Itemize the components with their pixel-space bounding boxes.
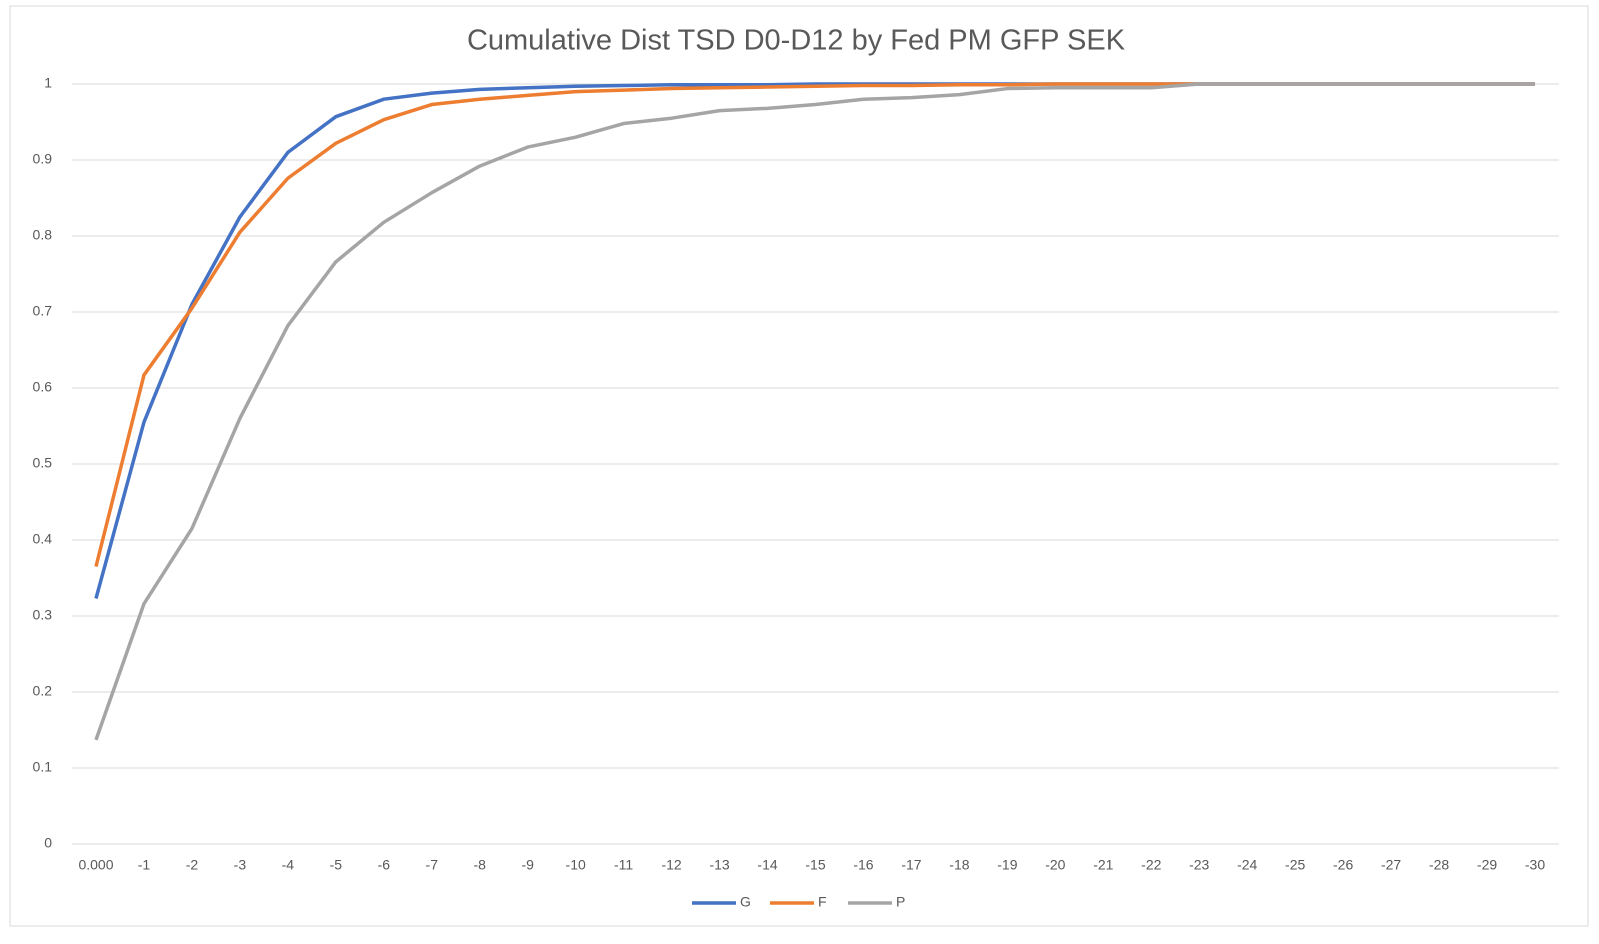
x-tick-label: -24 — [1237, 857, 1257, 873]
x-tick-label: -17 — [901, 857, 921, 873]
x-tick-label: -1 — [138, 857, 151, 873]
x-tick-label: -12 — [661, 857, 681, 873]
x-tick-label: -5 — [330, 857, 343, 873]
x-tick-label: -25 — [1285, 857, 1305, 873]
y-tick-label: 0.9 — [33, 151, 53, 167]
y-tick-label: 0.1 — [33, 759, 53, 775]
x-tick-label: -15 — [805, 857, 825, 873]
y-tick-label: 0.8 — [33, 227, 53, 243]
x-tick-label: -9 — [521, 857, 534, 873]
x-tick-label: -26 — [1333, 857, 1353, 873]
x-tick-label: -18 — [949, 857, 969, 873]
x-tick-label: -30 — [1525, 857, 1545, 873]
y-tick-label: 0.3 — [33, 607, 53, 623]
chart-border — [9, 5, 1589, 927]
x-tick-label: 0.000 — [78, 857, 113, 873]
x-tick-label: -16 — [853, 857, 873, 873]
x-tick-label: -29 — [1477, 857, 1497, 873]
x-tick-label: -27 — [1381, 857, 1401, 873]
y-tick-label: 0.2 — [33, 683, 53, 699]
x-tick-label: -20 — [1045, 857, 1065, 873]
y-tick-label: 0 — [44, 835, 52, 851]
y-tick-label: 0.6 — [33, 379, 53, 395]
x-tick-label: -14 — [757, 857, 777, 873]
x-tick-label: -3 — [234, 857, 247, 873]
legend-label: F — [818, 894, 827, 910]
series-line — [94, 82, 1536, 741]
chart-title: Cumulative Dist TSD D0-D12 by Fed PM GFP… — [467, 25, 1126, 57]
x-tick-label: -4 — [282, 857, 295, 873]
x-tick-label: -6 — [378, 857, 391, 873]
y-tick-label: 0.4 — [33, 531, 53, 547]
x-tick-label: -10 — [566, 857, 586, 873]
y-tick-label: 1 — [44, 75, 52, 91]
legend-label: P — [896, 894, 905, 910]
legend-label: G — [740, 894, 751, 910]
x-tick-label: -2 — [186, 857, 199, 873]
x-tick-label: -23 — [1189, 857, 1209, 873]
y-tick-label: 0.7 — [33, 303, 53, 319]
x-tick-label: -19 — [997, 857, 1017, 873]
x-tick-label: -11 — [614, 857, 633, 873]
x-tick-label: -22 — [1141, 857, 1161, 873]
x-tick-label: -8 — [473, 857, 486, 873]
x-tick-label: -7 — [426, 857, 439, 873]
y-tick-label: 0.5 — [33, 455, 53, 471]
x-tick-label: -28 — [1429, 857, 1449, 873]
x-tick-label: -21 — [1093, 857, 1113, 873]
x-tick-label: -13 — [709, 857, 729, 873]
